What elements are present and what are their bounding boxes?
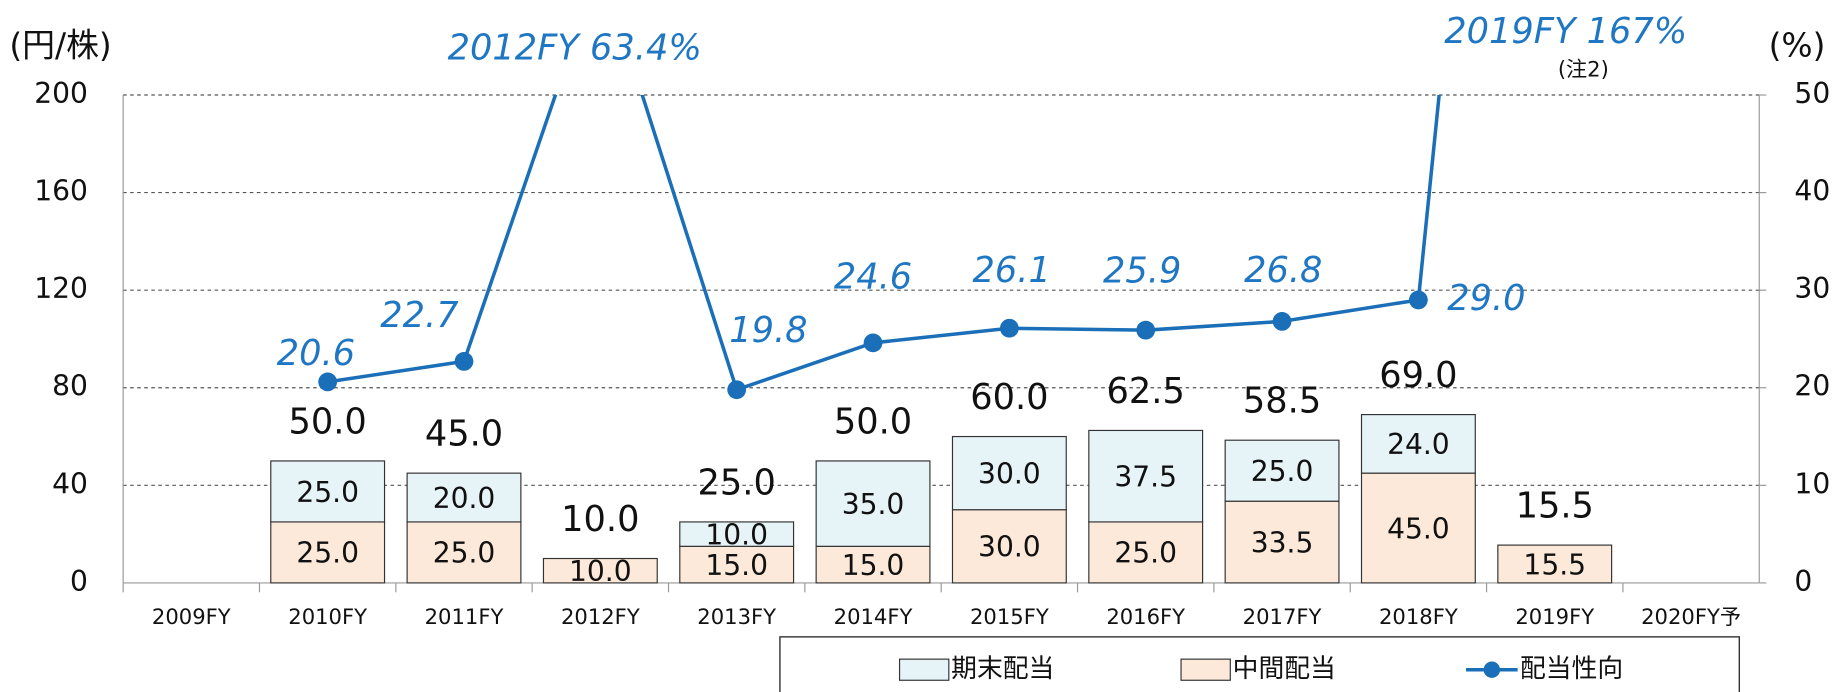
total-label: 10.0 — [561, 499, 639, 540]
segment-label: 10.0 — [705, 518, 768, 551]
segment-label: 37.5 — [1114, 461, 1177, 494]
bar-segment — [406, 521, 522, 584]
x-tick-label: 2018FY — [1379, 604, 1458, 629]
segment-label: 15.0 — [842, 549, 905, 582]
bar-segment — [406, 472, 522, 523]
total-label: 60.0 — [970, 377, 1048, 418]
ratio-point — [1136, 320, 1156, 340]
bar-segment — [815, 545, 931, 584]
ratio-label: 2012FY 63.4% — [448, 27, 702, 68]
ratio-point — [863, 333, 883, 353]
y2-tick-label: 40 — [1794, 175, 1830, 208]
bar-segment — [679, 521, 795, 547]
legend-swatch — [1180, 658, 1231, 681]
ratio-point — [1272, 312, 1292, 331]
segment-label: 25.0 — [1251, 455, 1314, 488]
segment-label: 15.5 — [1523, 548, 1586, 581]
x-tick-label: 2020FY予 — [1641, 604, 1741, 629]
x-tick-label: 2015FY — [970, 604, 1049, 629]
bar-segment — [1360, 472, 1476, 584]
annotation: (注2) — [1558, 56, 1609, 81]
segment-label: 35.0 — [842, 488, 905, 521]
segment-label: 25.0 — [1114, 537, 1177, 570]
legend-label: 配当性向 — [1520, 654, 1623, 684]
segment-label: 20.0 — [433, 482, 496, 515]
segment-label: 25.0 — [296, 476, 359, 509]
total-label: 15.5 — [1516, 486, 1594, 527]
ratio-point — [727, 380, 747, 400]
ratio-point — [999, 318, 1019, 338]
total-label: 69.0 — [1379, 355, 1457, 396]
bar-segment — [951, 509, 1067, 584]
ratio-point — [1409, 290, 1428, 310]
y2-tick-label: 30 — [1794, 272, 1830, 305]
total-label: 50.0 — [834, 401, 912, 442]
y-tick-label: 160 — [34, 175, 88, 208]
x-tick-label: 2019FY — [1515, 604, 1594, 629]
y2-tick-label: 10 — [1794, 467, 1830, 500]
ratio-label: 2019FY 167% — [1444, 11, 1687, 52]
legend-label: 中間配当 — [1233, 654, 1336, 684]
y-tick-label: 80 — [52, 370, 88, 403]
bar-segment — [1088, 429, 1204, 523]
ratio-label: 25.9 — [1103, 251, 1181, 292]
total-label: 58.5 — [1243, 381, 1321, 422]
bar-segment — [951, 435, 1067, 511]
segment-label: 10.0 — [569, 555, 632, 588]
y-tick-label: 120 — [34, 272, 88, 305]
ratio-point — [454, 352, 474, 371]
segment-label: 25.0 — [433, 537, 496, 570]
bar-segment — [1088, 521, 1204, 584]
segment-label: 15.0 — [705, 549, 768, 582]
bar-segment — [815, 460, 931, 547]
ratio-label: 19.8 — [729, 310, 807, 351]
legend-swatch — [898, 658, 950, 681]
line-clip — [318, 95, 1441, 400]
grid — [123, 94, 1760, 486]
ratio-label: 29.0 — [1447, 278, 1525, 319]
ratio-label: 20.6 — [277, 333, 355, 374]
y-tick-label: 0 — [70, 565, 88, 598]
x-tick-label: 2011FY — [425, 604, 504, 629]
ratio-label: 22.7 — [380, 295, 459, 336]
x-tick-label: 2014FY — [834, 604, 913, 629]
ratio-label: 24.6 — [834, 256, 912, 297]
ratio-label: 26.8 — [1244, 250, 1322, 291]
y-tick-label: 200 — [34, 77, 88, 110]
y-axis-title: (円/株) — [9, 26, 111, 64]
y-tick-label: 40 — [52, 467, 88, 500]
segment-label: 24.0 — [1387, 428, 1450, 461]
y2-axis-title: (%) — [1769, 26, 1826, 64]
x-tick-label: 2010FY — [288, 604, 367, 629]
bar-segment — [1224, 439, 1340, 502]
x-tick-label: 2016FY — [1106, 604, 1185, 629]
legend-marker — [1483, 661, 1501, 678]
total-label: 45.0 — [425, 414, 503, 455]
x-tick-label: 2012FY — [561, 604, 640, 629]
segment-label: 45.0 — [1387, 512, 1450, 545]
x-tick-label: 2013FY — [697, 604, 776, 629]
bar-segment — [1224, 500, 1340, 584]
total-label: 62.5 — [1107, 371, 1185, 412]
segment-label: 33.5 — [1251, 526, 1314, 559]
bar-segment — [270, 460, 386, 523]
total-label: 50.0 — [289, 401, 367, 442]
bar-segment — [1497, 544, 1613, 584]
bar-segment — [542, 557, 658, 584]
x-tick-label: 2017FY — [1243, 604, 1322, 629]
ratio-point — [318, 372, 338, 392]
y2-tick-label: 0 — [1794, 565, 1812, 598]
ratio-line — [327, 95, 1441, 392]
y2-tick-label: 20 — [1794, 370, 1830, 403]
x-tick-label: 2009FY — [152, 604, 231, 629]
segment-label: 30.0 — [978, 457, 1041, 490]
legend-label: 期末配当 — [951, 654, 1054, 684]
segment-label: 25.0 — [296, 537, 359, 570]
bar-segment — [1360, 414, 1476, 474]
segment-label: 30.0 — [978, 531, 1041, 564]
y2-tick-label: 50 — [1794, 77, 1830, 110]
ratio-label: 26.1 — [973, 250, 1051, 291]
total-label: 25.0 — [698, 462, 776, 503]
